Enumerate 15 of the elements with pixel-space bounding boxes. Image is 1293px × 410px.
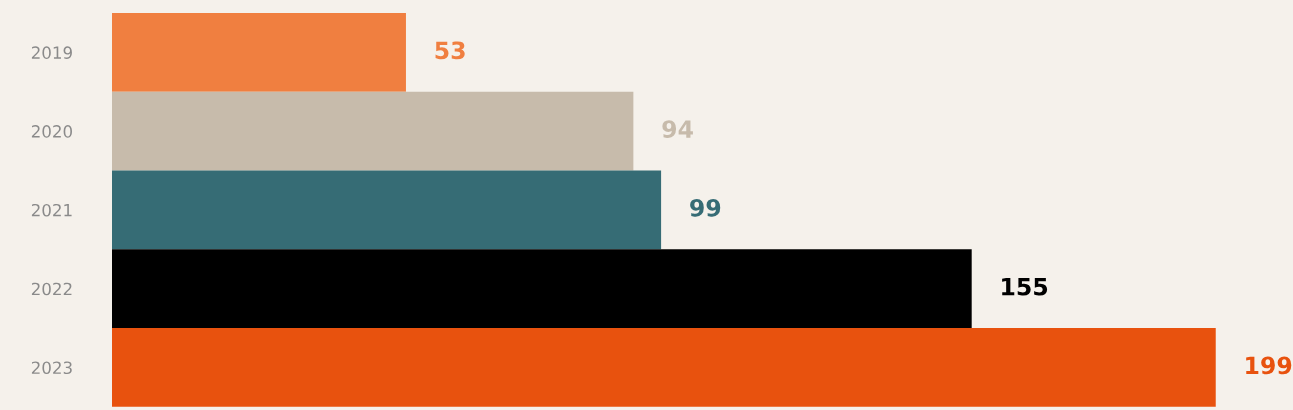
- data-label: 94: [662, 120, 693, 139]
- data-label: 199: [1246, 356, 1292, 375]
- bar: [112, 170, 662, 250]
- bar: [112, 91, 634, 171]
- y-tick-label: 2020: [31, 125, 72, 138]
- y-tick-label: 2019: [31, 46, 72, 59]
- data-label: 155: [1002, 278, 1048, 296]
- y-tick-label: 2022: [31, 282, 72, 296]
- bar: [112, 328, 1216, 407]
- y-tick-label: 2021: [31, 203, 72, 217]
- bar: [112, 13, 406, 92]
- data-label: 99: [690, 198, 721, 217]
- y-tick-label: 2023: [31, 361, 72, 375]
- bar: [112, 249, 972, 329]
- data-label: 53: [435, 41, 465, 60]
